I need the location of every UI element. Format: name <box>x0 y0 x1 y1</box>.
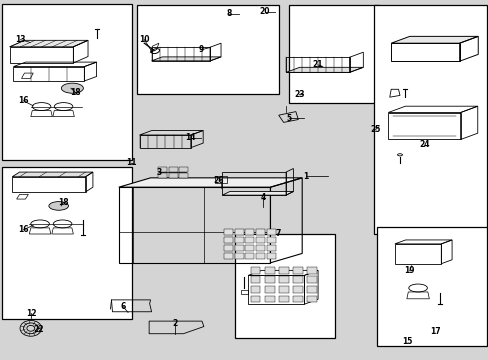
Bar <box>224 245 232 251</box>
Bar <box>264 296 274 302</box>
Bar <box>376 227 486 346</box>
Bar <box>234 234 334 338</box>
Bar <box>266 237 275 243</box>
Text: 2: 2 <box>172 319 177 328</box>
Bar <box>292 276 302 283</box>
Bar <box>306 296 316 302</box>
Bar <box>245 245 254 251</box>
Bar <box>179 173 188 178</box>
Text: 4: 4 <box>260 193 265 202</box>
Text: 19: 19 <box>404 266 414 275</box>
Bar <box>264 286 274 293</box>
Bar <box>168 173 177 178</box>
Text: 8: 8 <box>226 9 231 18</box>
Bar <box>2 4 132 160</box>
Polygon shape <box>390 36 477 43</box>
Bar <box>264 276 274 283</box>
Text: 16: 16 <box>18 225 29 234</box>
Bar <box>256 253 264 259</box>
Bar <box>245 229 254 235</box>
Bar <box>292 286 302 293</box>
Bar <box>288 5 378 103</box>
Text: 9: 9 <box>199 45 203 54</box>
Bar <box>292 296 302 302</box>
Text: 18: 18 <box>58 198 69 207</box>
Text: 13: 13 <box>15 35 26 44</box>
Bar <box>256 245 264 251</box>
Text: 11: 11 <box>125 158 136 167</box>
Text: 1: 1 <box>303 172 307 181</box>
Bar <box>245 237 254 243</box>
Bar <box>250 286 260 293</box>
Polygon shape <box>119 178 302 187</box>
Bar <box>256 229 264 235</box>
Text: 24: 24 <box>418 140 429 149</box>
Polygon shape <box>151 57 221 61</box>
Ellipse shape <box>61 83 83 93</box>
Bar <box>179 167 188 172</box>
Bar <box>158 167 166 172</box>
Polygon shape <box>140 131 203 135</box>
Text: 10: 10 <box>139 35 149 44</box>
Bar <box>266 253 275 259</box>
Bar <box>373 5 486 234</box>
Text: 17: 17 <box>429 328 440 336</box>
Bar <box>306 286 316 293</box>
Bar <box>306 267 316 274</box>
Bar <box>224 229 232 235</box>
Text: 5: 5 <box>286 113 291 122</box>
Polygon shape <box>10 40 88 47</box>
Bar <box>266 229 275 235</box>
Bar <box>278 276 288 283</box>
Text: 18: 18 <box>70 88 81 97</box>
Bar <box>137 5 278 94</box>
Polygon shape <box>285 67 363 72</box>
Text: 7: 7 <box>275 230 280 239</box>
Bar <box>250 267 260 274</box>
Text: 23: 23 <box>293 90 304 99</box>
Bar <box>256 237 264 243</box>
Bar <box>168 167 177 172</box>
Bar <box>224 237 232 243</box>
Text: 22: 22 <box>33 325 43 333</box>
Bar <box>2 167 132 319</box>
Bar <box>250 276 260 283</box>
Bar <box>278 267 288 274</box>
Bar <box>278 286 288 293</box>
Text: 6: 6 <box>121 302 125 311</box>
Bar <box>224 253 232 259</box>
Bar <box>234 245 243 251</box>
Bar <box>234 237 243 243</box>
Polygon shape <box>222 192 293 195</box>
Text: 14: 14 <box>185 133 196 142</box>
Bar <box>250 296 260 302</box>
Text: 12: 12 <box>26 309 37 318</box>
Text: 16: 16 <box>18 96 29 105</box>
Ellipse shape <box>49 202 68 210</box>
Text: 3: 3 <box>156 167 161 176</box>
Text: 26: 26 <box>213 176 224 185</box>
Bar <box>158 173 166 178</box>
Text: 15: 15 <box>401 337 411 346</box>
Bar <box>245 253 254 259</box>
Text: 21: 21 <box>312 60 323 69</box>
Bar <box>292 267 302 274</box>
Text: 20: 20 <box>259 7 270 16</box>
Bar <box>266 245 275 251</box>
Bar <box>278 296 288 302</box>
Bar <box>234 253 243 259</box>
Bar <box>264 267 274 274</box>
Text: 25: 25 <box>369 125 380 134</box>
Bar <box>234 229 243 235</box>
Polygon shape <box>12 172 93 177</box>
Bar <box>306 276 316 283</box>
Bar <box>215 176 226 183</box>
